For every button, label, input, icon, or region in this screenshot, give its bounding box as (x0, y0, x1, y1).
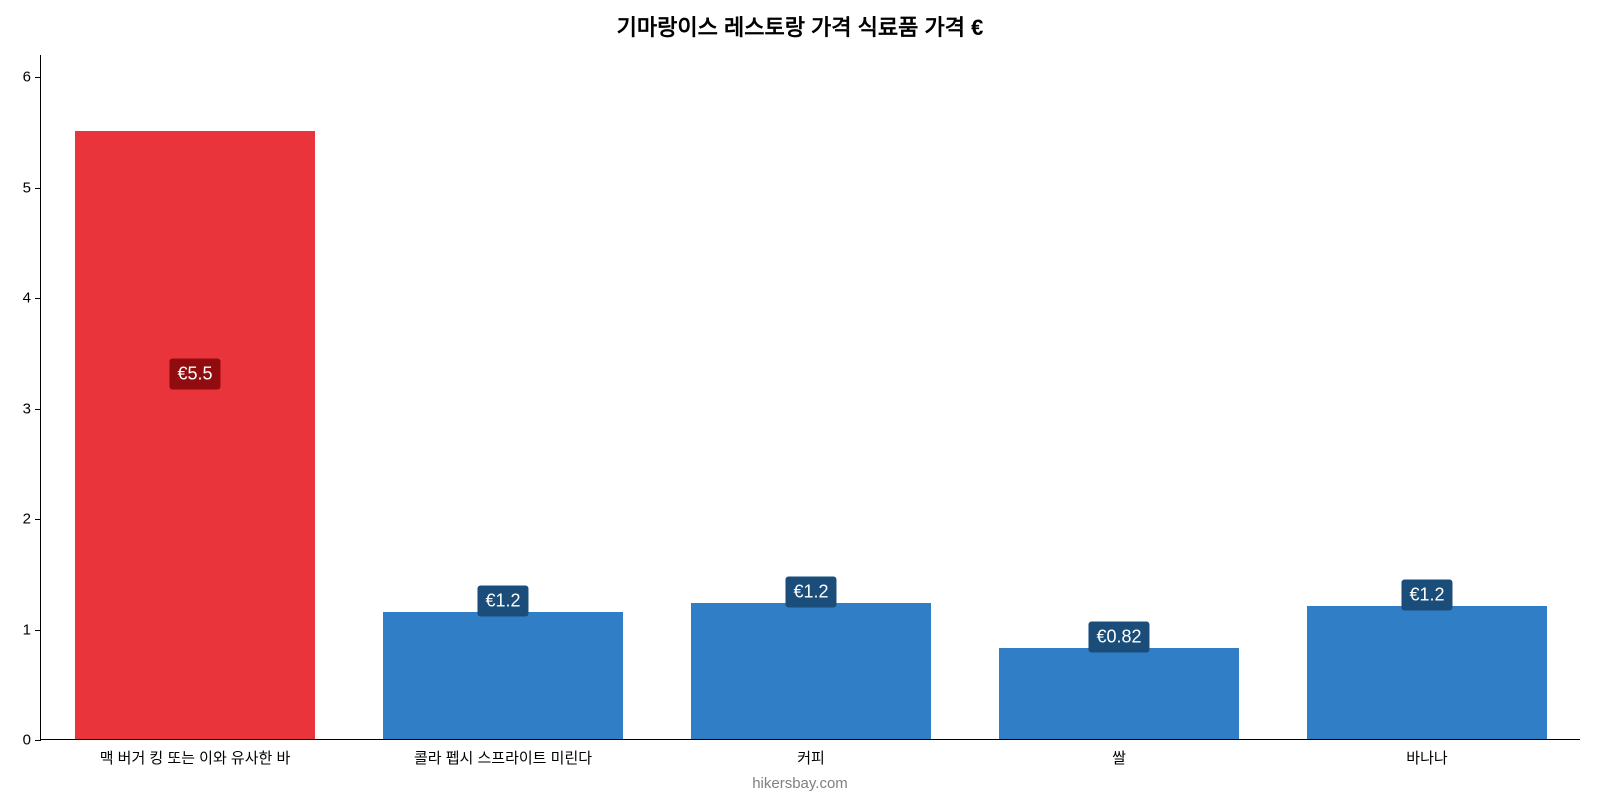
y-tick-label: 0 (23, 732, 41, 749)
bar-value-label: €1.2 (477, 585, 528, 616)
y-tick-label: 1 (23, 621, 41, 638)
y-tick-label: 6 (23, 69, 41, 86)
y-tick-label: 4 (23, 290, 41, 307)
bar: €1.2 (383, 612, 623, 739)
bar-value-label: €1.2 (785, 577, 836, 608)
x-category-label: 콜라 펩시 스프라이트 미린다 (414, 739, 592, 768)
bar: €0.82 (999, 648, 1239, 739)
y-tick-label: 2 (23, 511, 41, 528)
x-category-label: 커피 (797, 739, 825, 768)
x-category-label: 쌀 (1112, 739, 1126, 768)
y-tick-label: 5 (23, 179, 41, 196)
bar-value-label: €0.82 (1088, 622, 1149, 653)
x-category-label: 바나나 (1406, 739, 1447, 768)
bar: €1.2 (1307, 606, 1547, 739)
bars-layer: €5.5€1.2€1.2€0.82€1.2 (41, 55, 1580, 739)
y-tick-label: 3 (23, 400, 41, 417)
chart-title: 기마랑이스 레스토랑 가격 식료품 가격 € (0, 10, 1600, 42)
chart-container: 기마랑이스 레스토랑 가격 식료품 가격 € €5.5€1.2€1.2€0.82… (0, 0, 1600, 800)
bar: €1.2 (691, 603, 931, 739)
bar-value-label: €5.5 (169, 358, 220, 389)
x-category-label: 맥 버거 킹 또는 이와 유사한 바 (100, 739, 291, 768)
bar-value-label: €1.2 (1401, 580, 1452, 611)
bar: €5.5 (75, 131, 315, 739)
plot-area: €5.5€1.2€1.2€0.82€1.2 0123456맥 버거 킹 또는 이… (40, 55, 1580, 740)
chart-source: hikersbay.com (0, 775, 1600, 792)
